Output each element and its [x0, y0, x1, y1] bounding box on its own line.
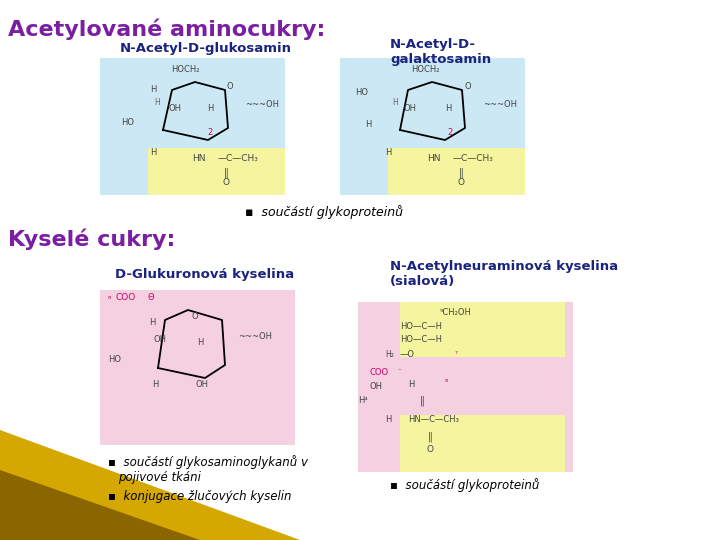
Text: O: O: [464, 82, 472, 91]
Text: ⁶: ⁶: [108, 295, 111, 304]
Text: H₂: H₂: [385, 350, 394, 359]
Polygon shape: [0, 430, 300, 540]
Text: ‖: ‖: [420, 396, 425, 407]
FancyBboxPatch shape: [100, 58, 285, 195]
Text: Θ: Θ: [148, 293, 155, 302]
FancyBboxPatch shape: [100, 290, 295, 445]
Text: D-Glukuronová kyselina: D-Glukuronová kyselina: [115, 268, 294, 281]
Text: —O: —O: [400, 350, 415, 359]
Text: OH: OH: [168, 104, 181, 113]
Text: pojivové tkáni: pojivové tkáni: [118, 471, 201, 484]
Text: OH: OH: [196, 380, 209, 389]
Text: H: H: [150, 85, 156, 94]
Text: ⁶: ⁶: [445, 378, 448, 387]
Text: HN: HN: [192, 154, 205, 163]
Text: O: O: [192, 312, 198, 321]
Text: HO: HO: [122, 118, 135, 127]
Text: H: H: [365, 120, 372, 129]
Text: O: O: [457, 178, 464, 187]
Text: COO: COO: [370, 368, 389, 377]
Text: HN—C—CH₃: HN—C—CH₃: [408, 415, 459, 424]
Text: HN: HN: [427, 154, 441, 163]
Text: ▪  součástí glykoproteinů: ▪ součástí glykoproteinů: [245, 205, 403, 219]
FancyBboxPatch shape: [400, 415, 565, 472]
Text: ~~~OH: ~~~OH: [245, 100, 279, 109]
Text: N-Acetyl-D-
galaktosamin: N-Acetyl-D- galaktosamin: [390, 38, 491, 66]
Text: O: O: [227, 82, 233, 91]
Text: H: H: [154, 98, 160, 107]
Text: 2: 2: [447, 128, 453, 137]
Text: N-Acetylneuraminová kyselina
(sialová): N-Acetylneuraminová kyselina (sialová): [390, 260, 618, 288]
Text: HO—C—H: HO—C—H: [400, 335, 442, 344]
Text: O: O: [222, 178, 230, 187]
Text: H: H: [149, 318, 156, 327]
Text: H: H: [150, 148, 156, 157]
Polygon shape: [0, 470, 200, 540]
Text: ▪  konjugace žlučových kyselin: ▪ konjugace žlučových kyselin: [108, 490, 292, 503]
Text: HOCH₂: HOCH₂: [410, 65, 439, 74]
FancyBboxPatch shape: [400, 302, 565, 357]
Text: ⁷: ⁷: [455, 350, 458, 359]
Text: ‖: ‖: [459, 168, 464, 179]
Text: HO: HO: [109, 355, 122, 364]
Text: ~~~OH: ~~~OH: [238, 332, 272, 341]
Text: H: H: [197, 338, 203, 347]
Text: —C—CH₃: —C—CH₃: [218, 154, 259, 163]
Text: ‖: ‖: [224, 168, 228, 179]
Text: Acetylované aminocukry:: Acetylované aminocukry:: [8, 18, 325, 39]
Text: ~~~OH: ~~~OH: [483, 100, 517, 109]
Text: HOCH₂: HOCH₂: [171, 65, 199, 74]
FancyBboxPatch shape: [340, 58, 525, 195]
FancyBboxPatch shape: [148, 148, 285, 195]
Text: OH: OH: [403, 104, 416, 113]
Text: HO—C—H: HO—C—H: [400, 322, 442, 331]
Text: ‖: ‖: [428, 432, 433, 442]
Text: H: H: [207, 104, 213, 113]
FancyBboxPatch shape: [388, 148, 525, 195]
Text: 2: 2: [207, 128, 212, 137]
Text: Kyselé cukry:: Kyselé cukry:: [8, 228, 176, 249]
Text: N-Acetyl-D-glukosamin: N-Acetyl-D-glukosamin: [120, 42, 292, 55]
Text: H: H: [152, 380, 158, 389]
Text: H⁴: H⁴: [358, 396, 368, 405]
Text: H: H: [445, 104, 451, 113]
FancyBboxPatch shape: [358, 302, 573, 472]
Text: O: O: [426, 445, 433, 454]
Text: COO: COO: [115, 293, 135, 302]
Text: ▪  součástí glykoproteinů: ▪ součástí glykoproteinů: [390, 478, 539, 492]
Text: ⁻: ⁻: [398, 368, 402, 374]
Text: OH: OH: [370, 382, 383, 391]
Text: OH: OH: [153, 335, 166, 344]
Text: —C—CH₃: —C—CH₃: [453, 154, 494, 163]
Text: H: H: [385, 415, 392, 424]
Text: H: H: [392, 98, 398, 107]
Text: HO: HO: [356, 88, 369, 97]
Text: H: H: [408, 380, 415, 389]
Text: ▪  součástí glykosaminoglykanů v: ▪ součástí glykosaminoglykanů v: [108, 455, 308, 469]
Text: H: H: [384, 148, 391, 157]
Text: ⁹CH₂OH: ⁹CH₂OH: [440, 308, 472, 317]
